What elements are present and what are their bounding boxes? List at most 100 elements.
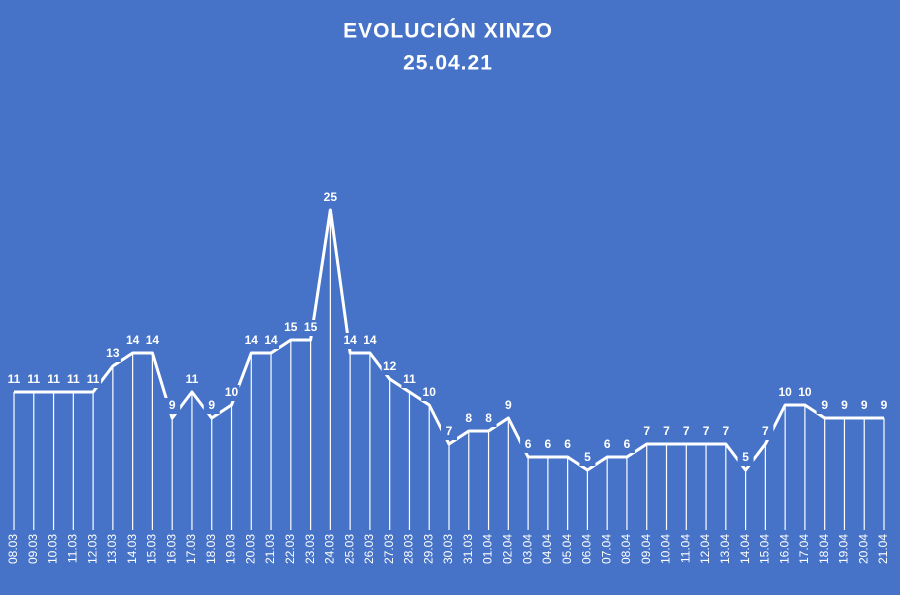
value-label: 9 [861,398,868,412]
x-tick-label: 17.03 [184,534,198,564]
label-background [717,424,734,440]
value-label: 6 [525,437,532,451]
value-label: 7 [722,424,729,438]
x-tick-label: 22.03 [283,534,297,564]
value-label: 11 [87,372,100,386]
x-tick-label: 14.03 [125,534,139,564]
value-label: 14 [146,333,160,347]
x-tick-label: 20.03 [243,534,257,564]
value-label: 14 [126,333,140,347]
value-label: 11 [27,372,40,386]
label-background [796,385,813,401]
x-tick-label: 19.04 [837,534,851,564]
value-label: 7 [663,424,670,438]
value-label: 7 [762,424,769,438]
x-tick-label: 15.04 [758,534,772,564]
value-label: 11 [67,372,80,386]
value-label: 10 [423,385,437,399]
label-background [401,372,418,388]
x-tick-label: 06.04 [580,534,594,564]
label-background [737,450,754,466]
label-background [223,385,240,401]
label-background [559,437,576,453]
value-label: 15 [304,320,318,334]
value-label: 14 [343,333,357,347]
chart-subtitle: 25.04.21 [403,52,493,75]
label-background [658,424,675,440]
x-tick-label: 26.03 [362,534,376,564]
value-label: 9 [208,398,215,412]
label-background [520,437,537,453]
label-background [480,411,497,427]
x-tick-label: 23.03 [303,534,317,564]
label-background [361,333,378,349]
label-background [579,450,596,466]
x-tick-label: 20.04 [856,534,870,564]
value-label: 15 [284,320,298,334]
x-tick-label: 03.04 [520,534,534,564]
x-tick-label: 13.04 [718,534,732,564]
value-label: 9 [505,398,512,412]
x-tick-label: 12.03 [85,534,99,564]
value-label: 7 [703,424,710,438]
x-tick-label: 05.04 [560,534,574,564]
label-background [777,385,794,401]
x-tick-label: 18.03 [204,534,218,564]
label-background [836,398,853,414]
label-background [638,424,655,440]
x-tick-label: 18.04 [817,534,831,564]
label-background [876,398,892,414]
value-label: 14 [245,333,259,347]
x-tick-label: 08.04 [619,534,633,564]
x-tick-label: 11.03 [65,534,79,563]
x-tick-label: 28.03 [402,534,416,564]
value-label: 25 [324,190,338,204]
label-background [164,398,181,414]
x-tick-label: 16.04 [777,534,791,564]
label-background [599,437,616,453]
value-label: 11 [403,372,416,386]
label-background [6,372,22,388]
value-label: 13 [106,346,120,360]
value-label: 7 [446,424,453,438]
value-label: 6 [604,437,611,451]
label-background [243,333,260,349]
label-background [45,372,62,388]
value-label: 6 [564,437,571,451]
x-tick-label: 10.04 [659,534,673,564]
x-tick-label: 21.03 [263,534,277,564]
label-background [856,398,873,414]
value-label: 8 [465,411,472,425]
value-label: 5 [584,450,591,464]
label-background [342,333,359,349]
value-label: 10 [798,385,812,399]
value-label: 5 [742,450,749,464]
label-background [322,190,339,206]
x-tick-label: 09.04 [639,534,653,564]
label-background [144,333,161,349]
x-tick-label: 11.04 [678,534,692,563]
value-label: 10 [778,385,792,399]
x-tick-label: 15.03 [145,534,159,564]
label-background [302,320,319,336]
value-label: 7 [643,424,650,438]
x-tick-label: 25.03 [342,534,356,564]
x-tick-label: 02.04 [500,534,514,564]
label-background [678,424,695,440]
label-background [263,333,280,349]
value-label: 6 [545,437,552,451]
x-tick-label: 31.03 [461,534,475,564]
label-background [85,372,102,388]
value-label: 14 [363,333,377,347]
x-tick-label: 01.04 [481,534,495,564]
label-background [65,372,82,388]
value-label: 7 [683,424,690,438]
label-background [698,424,715,440]
label-background [282,320,299,336]
x-tick-label: 29.03 [421,534,435,564]
value-label: 10 [225,385,239,399]
value-label: 8 [485,411,492,425]
label-background [203,398,220,414]
